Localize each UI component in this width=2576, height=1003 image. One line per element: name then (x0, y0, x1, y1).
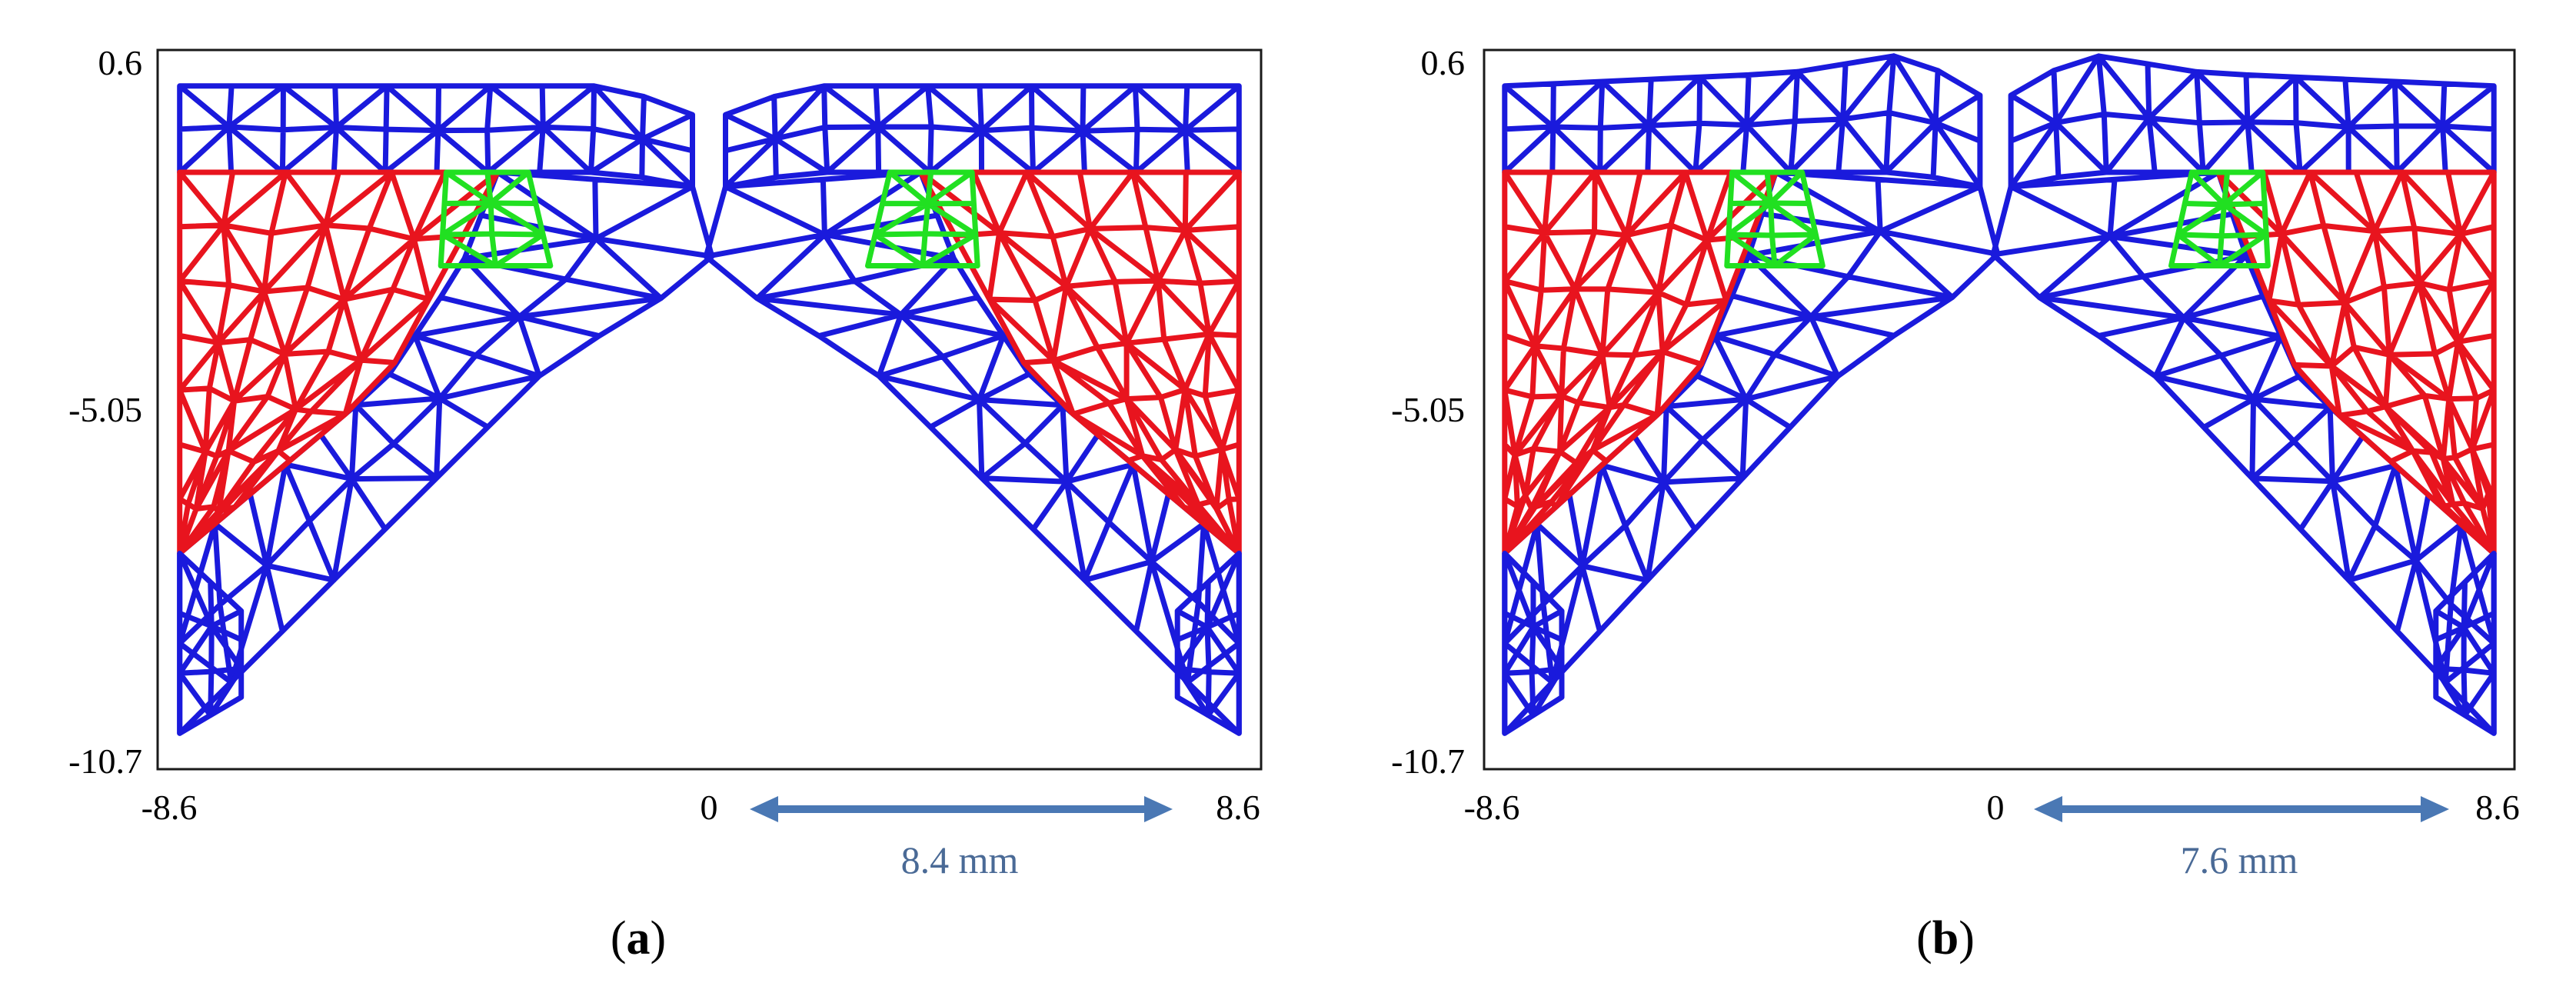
panel-b-mesh-L-green-region (1724, 169, 1825, 268)
panel-a-mesh-L-diag-band (177, 169, 715, 736)
panel-a-mesh-R-red-region (917, 169, 1242, 556)
panel-a-mesh-L-corner (177, 551, 245, 736)
panel-b-mesh-R-corner (2433, 551, 2497, 736)
panel-a-mesh (177, 83, 1242, 736)
panel-a-mesh-L-green-region (438, 169, 554, 268)
panel-b-x-tick-right: 8.6 (2475, 788, 2520, 827)
panel-b-y-tick-top: 0.6 (1421, 43, 1466, 82)
panel-a-y-tick-bottom: -10.7 (68, 741, 142, 781)
panel-b-mesh-R-red-region (2215, 169, 2497, 556)
panel-a-y-tick-top: 0.6 (98, 43, 143, 82)
panel-a-mesh-R-green-region (865, 169, 980, 268)
panel-b-mesh-R-diag-band (1990, 169, 2497, 736)
panel-b-y-tick-bottom: -10.7 (1391, 741, 1465, 781)
panel-b-mesh (1502, 53, 2497, 736)
panel-b: 0.6 -5.05 -10.7 -8.6 0 8.6 7.6 mm (b) (1391, 43, 2520, 965)
panel-b-mesh-L-diag-band (1502, 169, 2001, 736)
panel-a-label: (a) (611, 912, 666, 965)
panel-a-x-tick-left: -8.6 (141, 788, 198, 827)
panel-b-mesh-R-green-region (2168, 169, 2271, 268)
panel-a-dimension-label: 8.4 mm (901, 838, 1019, 881)
panel-b-label: (b) (1916, 912, 1975, 965)
panel-a-mesh-R-diag-band (703, 169, 1242, 736)
panel-b-mesh-L-red-region (1502, 169, 1779, 556)
panel-b-dimension-label: 7.6 mm (2181, 838, 2298, 881)
panel-b-x-tick-center: 0 (1987, 788, 2005, 827)
panel-b-mesh-L-corner (1502, 551, 1565, 736)
panel-a: 0.6 -5.05 -10.7 -8.6 0 8.6 8.4 mm (a) (68, 43, 1263, 965)
panel-b-y-tick-mid: -5.05 (1391, 390, 1465, 429)
panel-a-dimension-arrow (750, 796, 1173, 822)
panel-a-mesh-R-corner (1174, 551, 1242, 736)
panel-a-x-tick-center: 0 (701, 788, 718, 827)
panel-a-x-tick-right: 8.6 (1216, 788, 1260, 827)
panel-a-y-tick-mid: -5.05 (68, 390, 142, 429)
panel-b-dimension-arrow (2034, 796, 2449, 822)
panel-b-x-tick-left: -8.6 (1464, 788, 1520, 827)
panel-a-mesh-L-red-region (177, 169, 501, 556)
